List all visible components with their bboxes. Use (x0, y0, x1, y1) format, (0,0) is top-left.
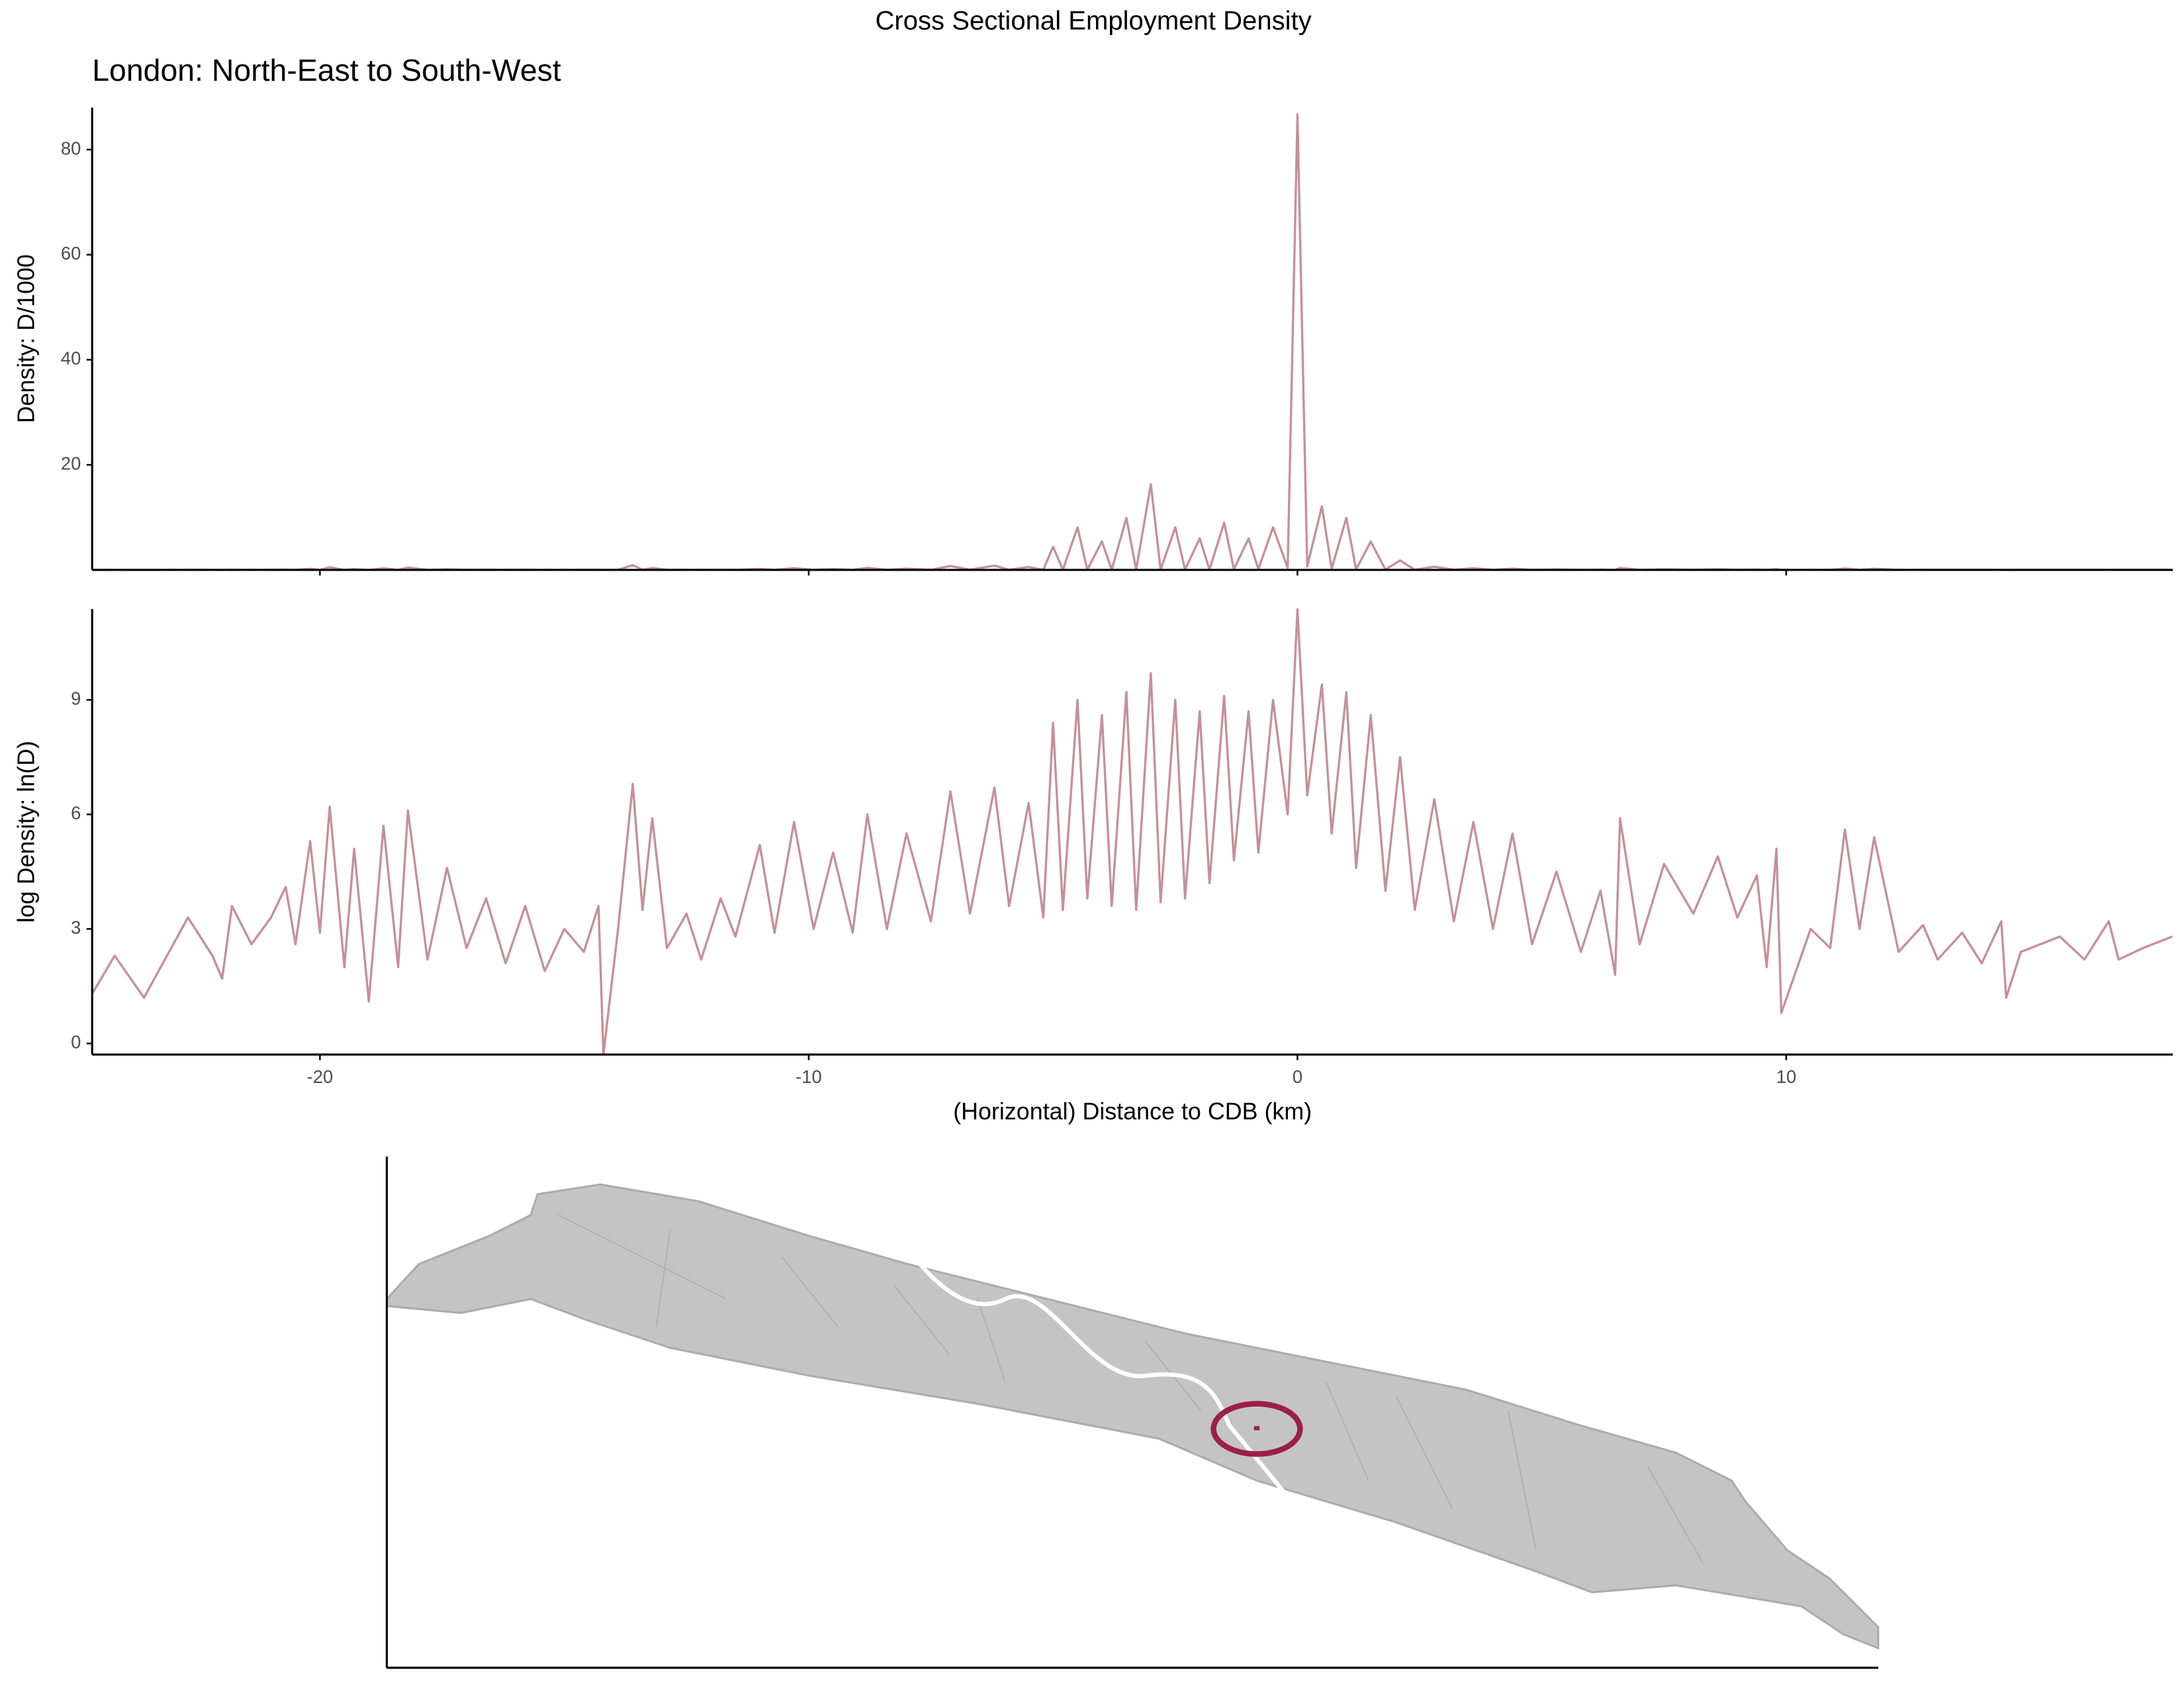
map-region (385, 1183, 1880, 1650)
data-line (91, 608, 2173, 1056)
y-tick-label: 80 (61, 138, 81, 158)
y-tick-label: 20 (61, 453, 81, 473)
chart-title: Cross Sectional Employment Density (875, 6, 1311, 35)
data-line (92, 113, 2173, 571)
x-axis-title: (Horizontal) Distance to CDB (km) (953, 1098, 1312, 1125)
y-tick-label: 60 (61, 243, 81, 263)
y-tick-label: 0 (71, 1032, 81, 1053)
y-tick-label: 40 (61, 348, 81, 369)
cbd-marker (1210, 1401, 1303, 1457)
x-tick-label: -10 (796, 1066, 822, 1087)
y-axis-title: log Density: ln(D) (13, 741, 40, 923)
river (891, 1228, 1294, 1503)
chart-subtitle: London: North-East to South-West (92, 53, 561, 87)
cbd-point (1253, 1426, 1260, 1430)
x-tick-label: 10 (1776, 1066, 1796, 1087)
y-tick-label: 6 (71, 803, 81, 823)
x-tick-label: 0 (1293, 1066, 1302, 1087)
y-tick-label: 9 (71, 688, 81, 709)
y-tick-label: 3 (71, 917, 81, 938)
x-tick-label: -20 (307, 1066, 334, 1087)
map-panel (385, 1156, 1880, 1669)
y-axis-title: Density: D/1000 (13, 254, 40, 423)
